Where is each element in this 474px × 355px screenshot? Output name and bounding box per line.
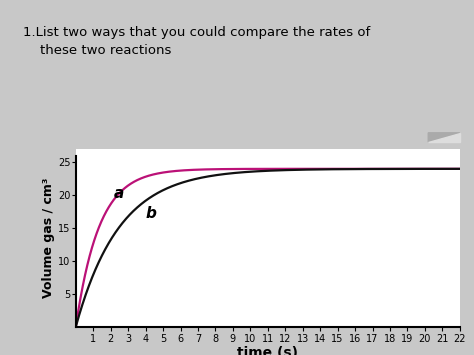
Text: b: b [146,206,156,221]
Polygon shape [428,133,460,142]
X-axis label: time (s): time (s) [237,346,298,355]
Polygon shape [428,133,460,142]
Y-axis label: Volume gas / cm³: Volume gas / cm³ [42,178,55,298]
Text: a: a [114,186,125,201]
Text: 1.List two ways that you could compare the rates of
    these two reactions: 1.List two ways that you could compare t… [23,26,370,58]
